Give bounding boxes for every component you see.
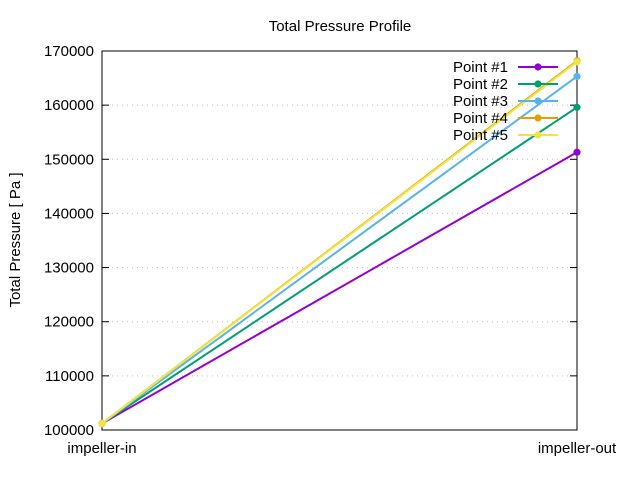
plot-border bbox=[101, 50, 578, 431]
series-2-point-1 bbox=[573, 103, 581, 111]
y-tick-label-6: 160000 bbox=[44, 97, 94, 114]
legend-marker-4 bbox=[534, 114, 542, 122]
axis-layer: 100000 110000 120000 130000 140000 150000 1600… bbox=[44, 43, 617, 457]
legend-label-3: Point #3 bbox=[453, 93, 508, 110]
series-layer bbox=[98, 57, 581, 428]
grid-layer bbox=[102, 104, 577, 377]
series-3-point-1 bbox=[573, 72, 581, 81]
x-tick-label-0: impeller-in bbox=[67, 440, 136, 457]
chart-title: Total Pressure Profile bbox=[269, 18, 412, 35]
series-line-5 bbox=[101, 61, 578, 425]
legend-label-4: Point #4 bbox=[453, 110, 508, 127]
series-line-3 bbox=[101, 75, 578, 425]
legend-label-1: Point #1 bbox=[453, 59, 508, 76]
legend-marker-3 bbox=[534, 97, 542, 105]
series-5-point-1 bbox=[573, 58, 581, 66]
series-line-2 bbox=[101, 106, 578, 425]
y-tick-label-0: 100000 bbox=[44, 422, 94, 439]
y-tick-label-5: 150000 bbox=[44, 151, 94, 168]
series-line-1 bbox=[101, 151, 578, 425]
x-tick-label-1: impeller-out bbox=[538, 440, 617, 457]
legend-label-2: Point #2 bbox=[453, 76, 508, 93]
legend-marker-2 bbox=[534, 80, 542, 88]
legend-label-5: Point #5 bbox=[453, 127, 508, 144]
y-axis-label: Total Pressure [ Pa ] bbox=[7, 172, 24, 307]
y-tick-label-4: 140000 bbox=[44, 205, 94, 222]
series-1-point-1 bbox=[573, 148, 581, 156]
y-tick-label-2: 120000 bbox=[44, 314, 94, 331]
legend-marker-5 bbox=[534, 131, 542, 139]
legend-marker-1 bbox=[534, 63, 542, 71]
y-tick-label-1: 110000 bbox=[45, 368, 94, 385]
y-tick-label-3: 130000 bbox=[44, 260, 94, 277]
series-5-point-0 bbox=[98, 419, 106, 428]
y-tick-label-7: 170000 bbox=[44, 43, 94, 60]
